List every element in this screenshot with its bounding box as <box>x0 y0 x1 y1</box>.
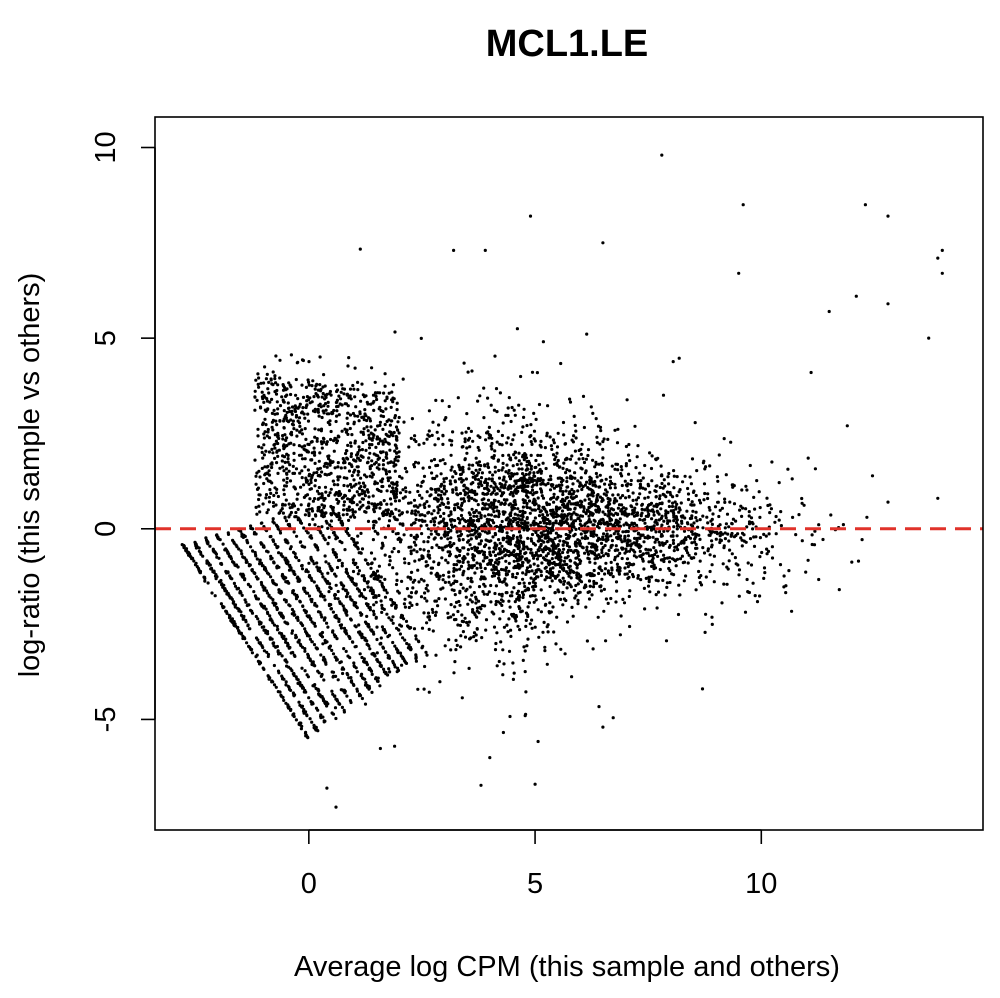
y-axis: -5 0 5 10 <box>90 131 156 733</box>
y-tick-label: 0 <box>90 521 122 537</box>
y-tick-label: -5 <box>90 707 122 733</box>
chart-title: MCL1.LE <box>486 23 649 65</box>
y-tick-label: 5 <box>90 330 122 346</box>
x-axis-label: Average log CPM (this sample and others) <box>294 951 840 983</box>
x-tick-label: 10 <box>745 868 777 900</box>
x-tick-label: 0 <box>301 868 317 900</box>
x-tick-label: 5 <box>527 868 543 900</box>
data-points <box>180 153 944 809</box>
y-axis-label: log-ratio (this sample vs others) <box>14 273 46 678</box>
x-axis: 0 5 10 <box>301 829 777 900</box>
y-tick-label: 10 <box>90 131 122 163</box>
scatter-points <box>180 153 944 809</box>
